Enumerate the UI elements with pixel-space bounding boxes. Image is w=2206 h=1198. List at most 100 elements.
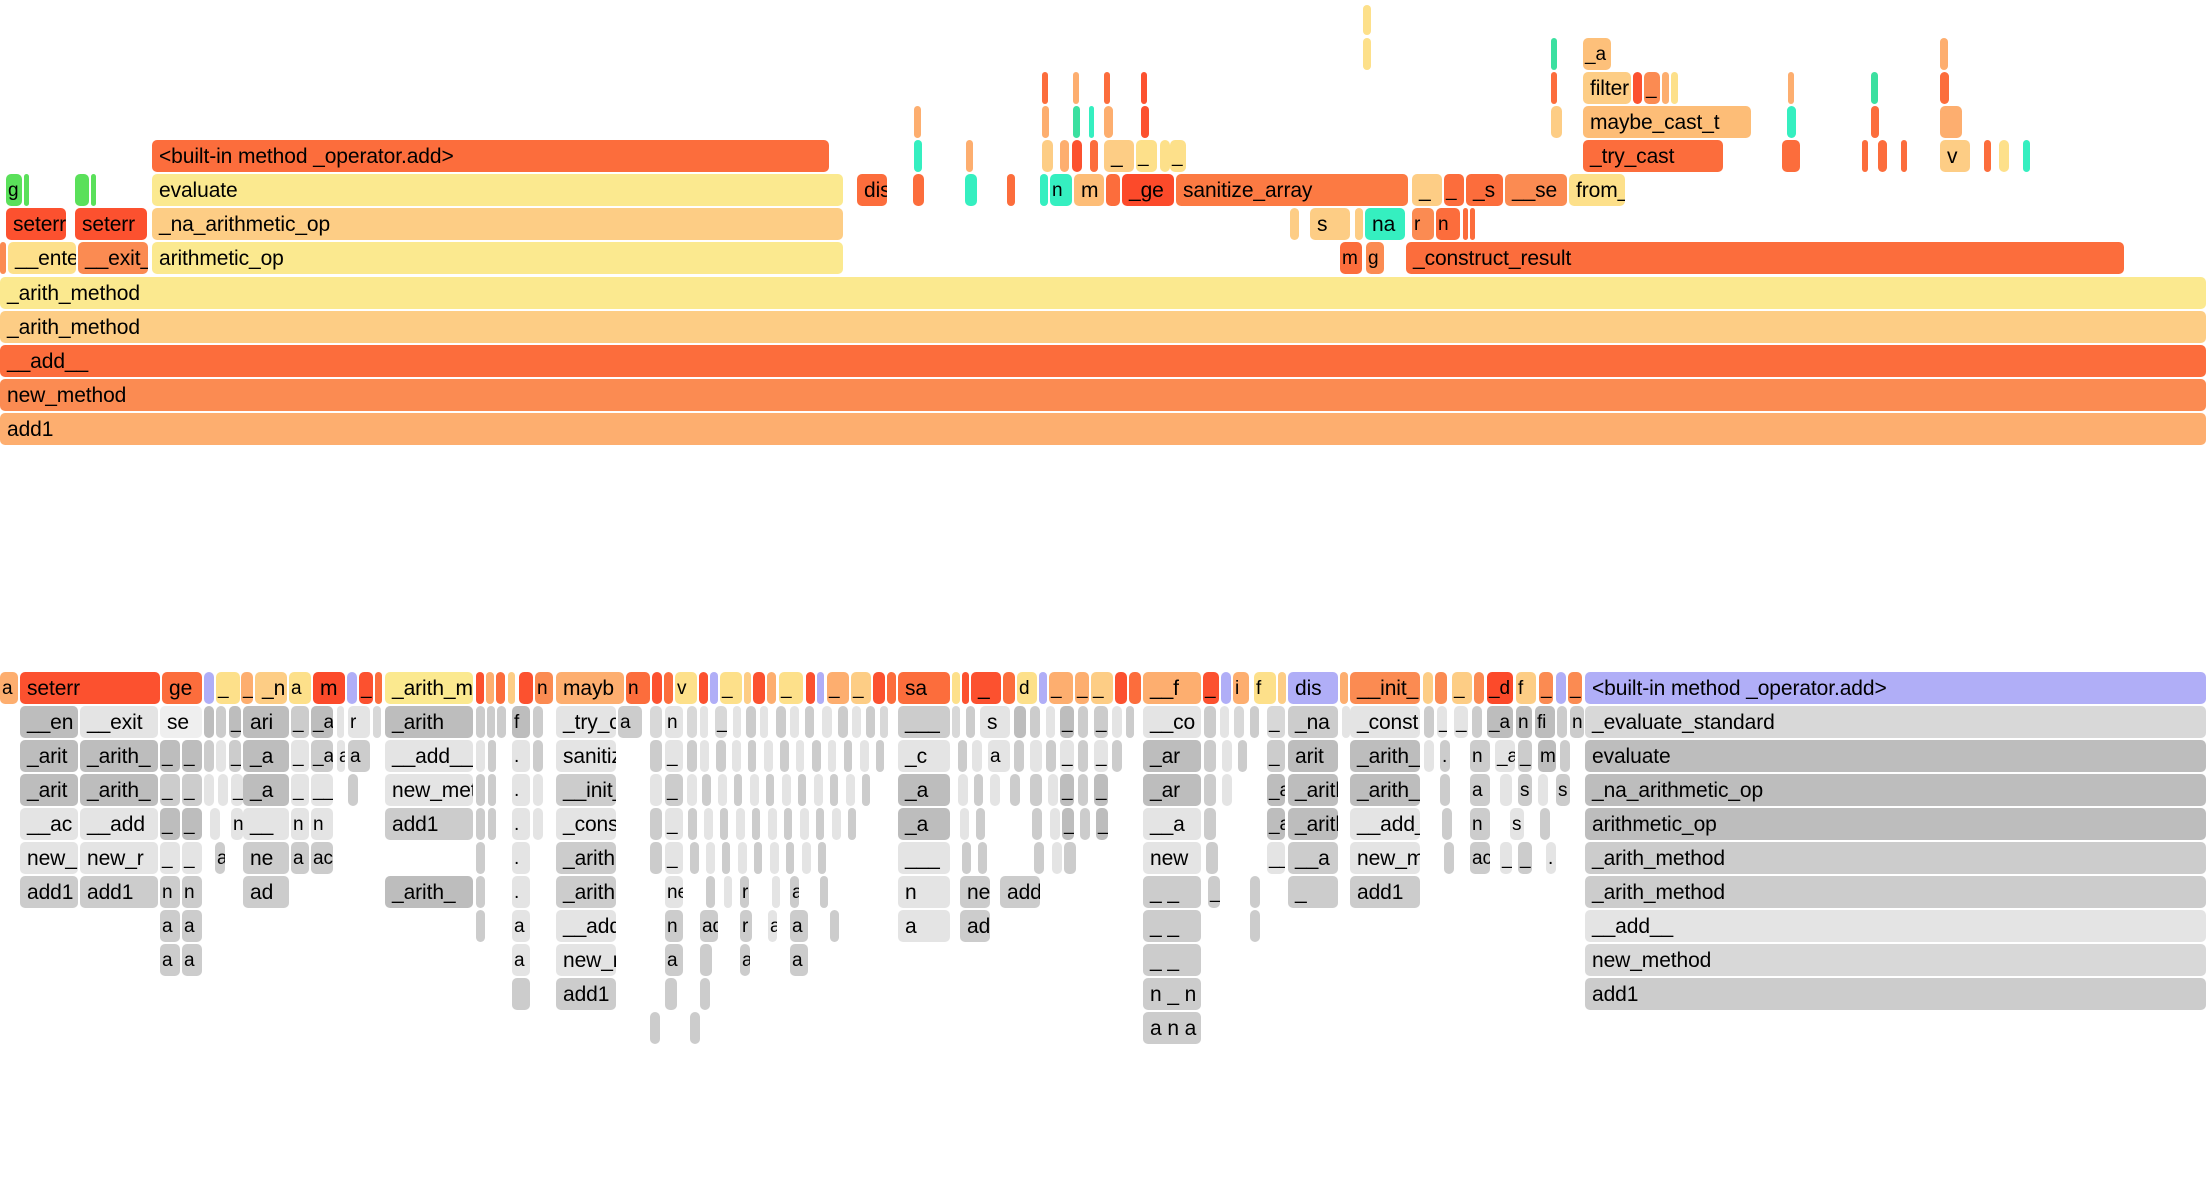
bottom-frame[interactable] xyxy=(1222,740,1232,772)
bottom-frame[interactable]: f xyxy=(512,706,530,738)
bottom-frame[interactable] xyxy=(519,672,533,704)
bottom-frame[interactable] xyxy=(974,774,983,806)
bottom-frame[interactable] xyxy=(706,876,715,908)
bottom-frame[interactable]: _ar xyxy=(1143,740,1201,772)
bottom-frame[interactable]: _ xyxy=(1518,740,1532,772)
bottom-frame[interactable] xyxy=(488,740,496,772)
bottom-frame[interactable] xyxy=(700,978,710,1010)
bottom-frame[interactable] xyxy=(750,774,759,806)
bottom-frame[interactable]: _const xyxy=(1350,706,1420,738)
bottom-frame[interactable] xyxy=(852,706,861,738)
top-frame[interactable]: __add__ xyxy=(0,345,2206,377)
top-frame[interactable] xyxy=(1104,72,1110,104)
bottom-frame[interactable]: a xyxy=(160,910,180,942)
bottom-frame[interactable]: _ xyxy=(1518,842,1532,874)
bottom-frame[interactable] xyxy=(1129,672,1141,704)
bottom-frame[interactable]: mayb xyxy=(556,672,624,704)
bottom-frame[interactable] xyxy=(1424,740,1434,772)
bottom-frame[interactable]: dis xyxy=(1288,672,1338,704)
bottom-frame[interactable] xyxy=(734,774,742,806)
top-frame[interactable] xyxy=(1363,5,1371,35)
top-frame[interactable]: r xyxy=(1412,208,1434,240)
top-frame[interactable]: sanitize_array xyxy=(1176,174,1408,206)
bottom-frame[interactable] xyxy=(1221,672,1231,704)
top-frame[interactable] xyxy=(1788,72,1794,104)
top-frame[interactable] xyxy=(1073,106,1080,138)
bottom-frame[interactable] xyxy=(706,842,715,874)
bottom-frame[interactable] xyxy=(1250,706,1259,738)
top-frame[interactable] xyxy=(1551,38,1557,70)
bottom-frame[interactable] xyxy=(1250,876,1260,908)
bottom-frame[interactable]: _ xyxy=(1091,672,1113,704)
bottom-frame[interactable] xyxy=(375,672,382,704)
bottom-frame[interactable] xyxy=(699,672,708,704)
bottom-frame[interactable]: a xyxy=(512,910,530,942)
bottom-frame[interactable] xyxy=(687,774,697,806)
bottom-frame[interactable] xyxy=(790,706,799,738)
bottom-frame[interactable] xyxy=(952,706,960,738)
bottom-frame[interactable] xyxy=(838,706,848,738)
bottom-frame[interactable] xyxy=(1204,706,1216,738)
bottom-frame[interactable] xyxy=(732,740,741,772)
top-frame[interactable] xyxy=(1060,140,1069,172)
bottom-frame[interactable] xyxy=(962,842,971,874)
top-frame[interactable]: seterr xyxy=(75,208,147,240)
bottom-frame[interactable] xyxy=(1444,842,1454,874)
bottom-frame[interactable] xyxy=(476,876,485,908)
top-frame[interactable]: na xyxy=(1365,208,1405,240)
bottom-frame[interactable] xyxy=(1112,706,1122,738)
bottom-frame[interactable]: __ xyxy=(311,774,333,806)
top-frame[interactable] xyxy=(913,174,924,206)
bottom-frame[interactable]: _ _ xyxy=(1143,944,1201,976)
top-frame[interactable] xyxy=(1141,72,1147,104)
bottom-frame[interactable] xyxy=(784,808,792,840)
top-frame[interactable] xyxy=(1940,72,1949,104)
top-frame[interactable] xyxy=(1355,208,1363,240)
bottom-frame[interactable] xyxy=(512,978,530,1010)
top-frame[interactable] xyxy=(1871,106,1879,138)
top-frame[interactable] xyxy=(75,174,89,206)
top-frame[interactable] xyxy=(1671,72,1678,104)
bottom-frame[interactable] xyxy=(958,774,968,806)
bottom-frame[interactable]: n xyxy=(535,672,553,704)
bottom-frame[interactable]: s xyxy=(980,706,1010,738)
bottom-frame[interactable] xyxy=(1435,672,1447,704)
bottom-frame[interactable]: _arith_ xyxy=(1288,808,1338,840)
bottom-frame[interactable] xyxy=(805,706,814,738)
bottom-frame[interactable]: _ xyxy=(182,842,202,874)
bottom-frame[interactable]: _a xyxy=(1495,740,1515,772)
bottom-frame[interactable] xyxy=(990,774,1000,806)
bottom-frame[interactable]: ne xyxy=(243,842,289,874)
bottom-frame[interactable] xyxy=(1560,740,1570,772)
bottom-frame[interactable]: n _ n xyxy=(1143,978,1201,1010)
bottom-frame[interactable]: _ xyxy=(291,740,309,772)
bottom-frame[interactable]: _arit xyxy=(20,774,78,806)
bottom-frame[interactable] xyxy=(665,978,677,1010)
bottom-frame[interactable] xyxy=(1472,706,1482,738)
bottom-frame[interactable]: _ar xyxy=(1267,774,1285,806)
bottom-frame[interactable] xyxy=(1557,706,1567,738)
bottom-frame[interactable]: a xyxy=(898,910,950,942)
bottom-frame[interactable]: _ xyxy=(229,706,241,738)
bottom-frame[interactable]: _arith xyxy=(556,876,616,908)
bottom-frame[interactable] xyxy=(800,808,809,840)
bottom-frame[interactable]: __ xyxy=(243,808,289,840)
top-frame[interactable] xyxy=(91,174,96,206)
bottom-frame[interactable]: new xyxy=(1143,842,1201,874)
bottom-frame[interactable]: m xyxy=(313,672,345,704)
bottom-frame[interactable]: nev xyxy=(960,876,990,908)
bottom-frame[interactable]: add1 xyxy=(20,876,78,908)
bottom-frame[interactable]: ge xyxy=(162,672,202,704)
bottom-frame[interactable]: _ xyxy=(160,740,180,772)
bottom-frame[interactable]: _arit xyxy=(20,740,78,772)
bottom-frame[interactable] xyxy=(476,808,485,840)
bottom-frame[interactable] xyxy=(210,808,220,840)
bottom-frame[interactable]: se xyxy=(160,706,202,738)
bottom-frame[interactable] xyxy=(348,774,358,806)
bottom-frame[interactable] xyxy=(876,740,884,772)
bottom-frame[interactable] xyxy=(218,774,228,806)
bottom-frame[interactable] xyxy=(476,842,485,874)
bottom-frame[interactable] xyxy=(1046,740,1056,772)
bottom-frame[interactable] xyxy=(1204,740,1216,772)
top-frame[interactable]: __enter xyxy=(8,242,76,274)
